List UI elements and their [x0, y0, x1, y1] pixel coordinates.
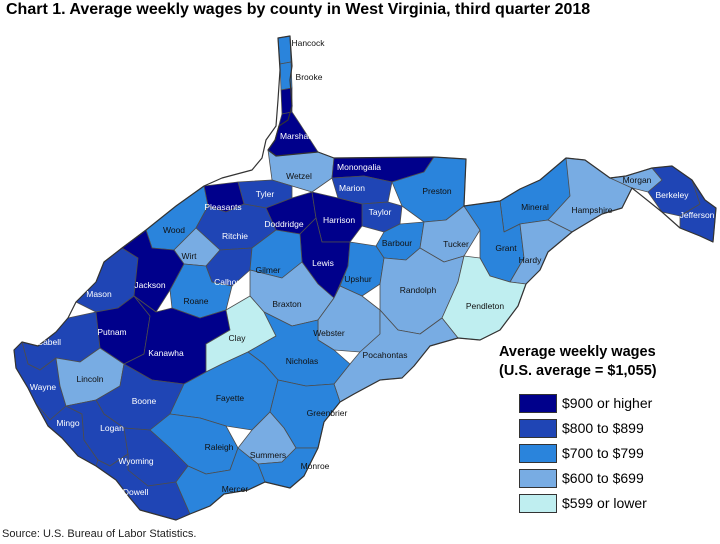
county-label-preston: Preston	[422, 186, 452, 196]
county-label-greenbrier: Greenbrier	[307, 408, 348, 418]
county-label-wetzel: Wetzel	[286, 171, 312, 181]
state-outline	[13, 35, 717, 521]
county-label-upshur: Upshur	[344, 274, 372, 284]
county-label-hampshire: Hampshire	[571, 205, 612, 215]
county-label-monroe: Monroe	[301, 461, 330, 471]
legend-label: $700 to $799	[562, 445, 644, 461]
county-label-webster: Webster	[313, 328, 345, 338]
legend-title-line2: (U.S. average = $1,055)	[499, 363, 657, 379]
chart-title: Chart 1. Average weekly wages by county …	[6, 1, 591, 18]
county-label-randolph: Randolph	[400, 285, 437, 295]
county-label-wirt: Wirt	[181, 251, 197, 261]
county-label-marion: Marion	[339, 183, 365, 193]
county-label-cabell: Cabell	[37, 337, 61, 347]
county-label-lincoln: Lincoln	[77, 374, 104, 384]
county-label-monongalia: Monongalia	[337, 162, 381, 172]
county-label-harrison: Harrison	[323, 215, 355, 225]
county-label-clay: Clay	[228, 333, 246, 343]
legend-label: $900 or higher	[562, 395, 653, 411]
county-label-raleigh: Raleigh	[205, 442, 234, 452]
county-label-braxton: Braxton	[272, 299, 302, 309]
legend-swatch	[519, 468, 557, 488]
county-label-mcdowell: McDowell	[112, 487, 149, 497]
legend-label: $600 to $699	[562, 470, 644, 486]
source-note: Source: U.S. Bureau of Labor Statistics.	[2, 528, 197, 540]
county-label-tyler: Tyler	[256, 189, 275, 199]
legend-swatch	[519, 393, 557, 413]
labels-layer: Hancock Brooke Ohio Marshall Wetzel Monongali…	[30, 38, 715, 497]
county-label-kanawha: Kanawha	[148, 348, 184, 358]
legend-swatch	[519, 418, 557, 438]
county-label-ohio: Ohio	[295, 96, 313, 106]
county-label-hardy: Hardy	[519, 255, 542, 265]
legend-label: $599 or lower	[562, 495, 647, 511]
counties-layer	[13, 35, 717, 521]
county-label-mineral: Mineral	[521, 202, 549, 212]
legend-item-599-or-lower: $599 or lower	[519, 492, 647, 514]
county-label-mingo: Mingo	[56, 418, 79, 428]
county-label-tucker: Tucker	[443, 239, 469, 249]
legend-swatch	[519, 443, 557, 463]
county-label-logan: Logan	[100, 423, 124, 433]
county-label-brooke: Brooke	[296, 72, 323, 82]
county-label-mason: Mason	[86, 289, 112, 299]
county-label-calhoun: Calhoun	[214, 277, 246, 287]
county-label-summers: Summers	[250, 450, 286, 460]
legend-title-line1: Average weekly wages	[499, 344, 656, 360]
county-label-boone: Boone	[132, 396, 157, 406]
legend-label: $800 to $899	[562, 420, 644, 436]
county-label-fayette: Fayette	[216, 393, 245, 403]
legend-item-800-to-899: $800 to $899	[519, 417, 644, 439]
county-label-roane: Roane	[183, 296, 208, 306]
county-label-barbour: Barbour	[382, 238, 412, 248]
legend-item-600-to-699: $600 to $699	[519, 467, 644, 489]
county-label-lewis: Lewis	[312, 258, 334, 268]
county-label-nicholas: Nicholas	[286, 356, 319, 366]
county-label-grant: Grant	[495, 243, 517, 253]
county-label-pendleton: Pendleton	[466, 301, 505, 311]
legend-item-900-or-higher: $900 or higher	[519, 392, 652, 414]
county-label-taylor: Taylor	[369, 207, 392, 217]
county-label-jackson: Jackson	[134, 280, 165, 290]
county-label-berkeley: Berkeley	[655, 190, 689, 200]
county-label-wayne: Wayne	[30, 382, 56, 392]
county-label-mercer: Mercer	[222, 484, 249, 494]
legend-item-700-to-799: $700 to $799	[519, 442, 644, 464]
county-label-pocahontas: Pocahontas	[363, 350, 408, 360]
county-label-jefferson: Jefferson	[680, 210, 715, 220]
legend-swatch	[519, 493, 557, 513]
county-label-putnam: Putnam	[97, 327, 126, 337]
county-label-gilmer: Gilmer	[255, 265, 280, 275]
county-label-pleasants: Pleasants	[204, 202, 241, 212]
county-label-wood: Wood	[163, 225, 185, 235]
county-label-hancock: Hancock	[291, 38, 325, 48]
county-label-marshall: Marshall	[280, 131, 312, 141]
county-label-morgan: Morgan	[623, 175, 652, 185]
county-label-ritchie: Ritchie	[222, 231, 248, 241]
county-label-doddridge: Doddridge	[264, 219, 303, 229]
county-label-wyoming: Wyoming	[118, 456, 154, 466]
legend-title: Average weekly wages (U.S. average = $1,…	[499, 343, 657, 381]
